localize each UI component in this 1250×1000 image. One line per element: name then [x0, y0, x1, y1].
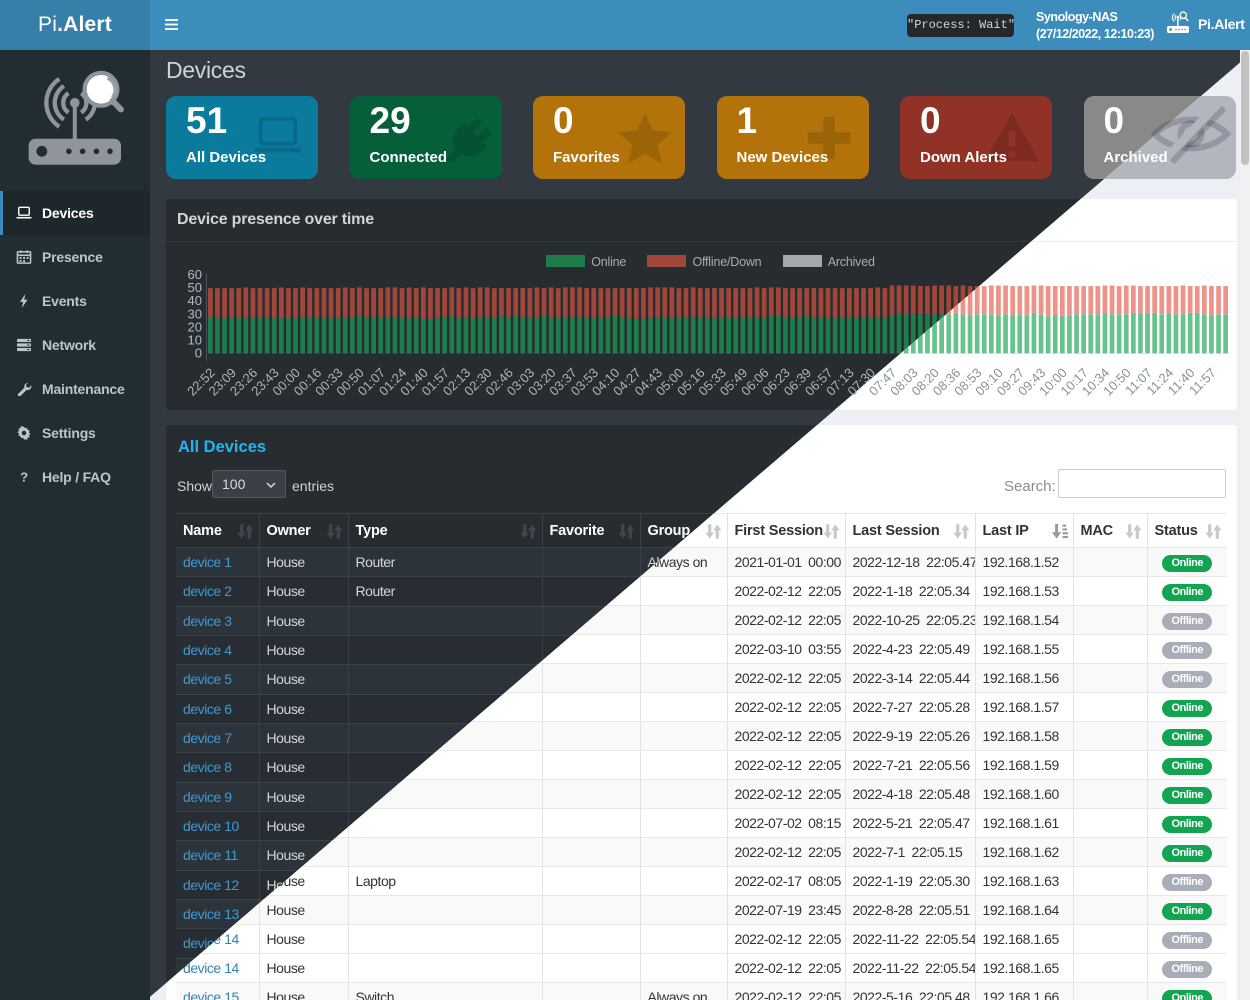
svg-text:50: 50: [188, 280, 202, 295]
svg-text:30: 30: [188, 306, 202, 321]
svg-text:0: 0: [195, 346, 202, 361]
svg-text:10: 10: [188, 332, 202, 347]
svg-text:60: 60: [188, 267, 202, 282]
svg-text:40: 40: [188, 293, 202, 308]
svg-text:?: ?: [20, 470, 28, 484]
svg-text:20: 20: [188, 319, 202, 334]
